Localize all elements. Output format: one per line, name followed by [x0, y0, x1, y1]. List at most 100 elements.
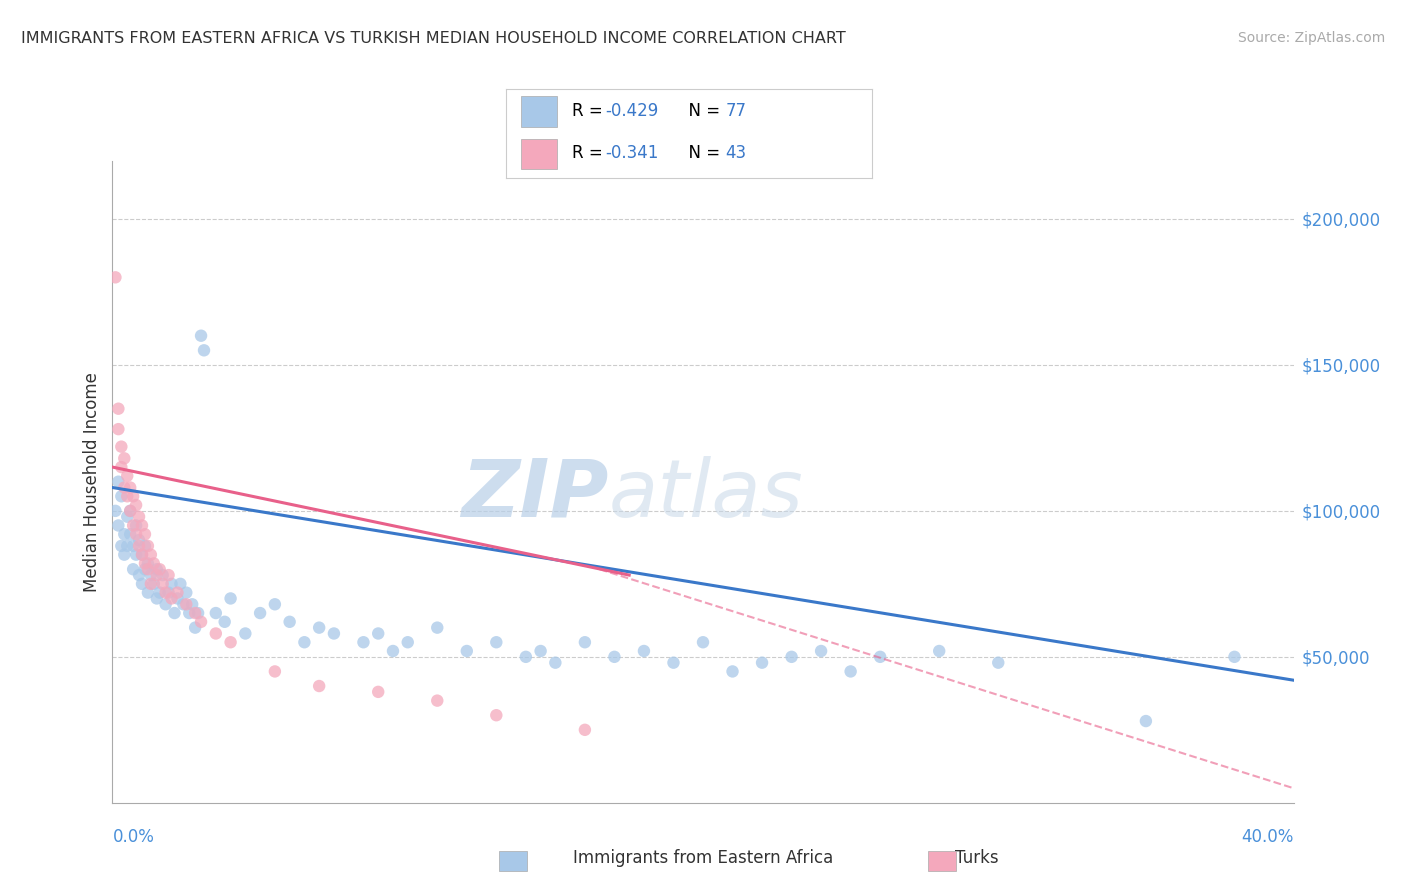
Point: [751, 656, 773, 670]
Point: [139, 568, 162, 582]
Text: R =: R =: [572, 103, 607, 120]
Point: [987, 656, 1010, 670]
Point: [125, 527, 148, 541]
Point: [193, 343, 215, 358]
Point: [181, 597, 204, 611]
Point: [131, 548, 153, 562]
Point: [485, 708, 508, 723]
Point: [125, 518, 148, 533]
Point: [149, 562, 172, 576]
Point: [122, 539, 145, 553]
Point: [131, 518, 153, 533]
Point: [117, 468, 138, 483]
Point: [155, 597, 177, 611]
Point: [839, 665, 862, 679]
Point: [107, 401, 129, 416]
Point: [125, 548, 148, 562]
Point: [117, 509, 138, 524]
Point: [128, 568, 150, 582]
Point: [264, 597, 287, 611]
Text: 0.0%: 0.0%: [112, 829, 155, 847]
Text: -0.341: -0.341: [605, 145, 658, 162]
Point: [131, 577, 153, 591]
Point: [134, 557, 156, 571]
Point: [112, 481, 135, 495]
Point: [1135, 714, 1157, 728]
Point: [292, 635, 315, 649]
Point: [110, 440, 132, 454]
Point: [184, 621, 207, 635]
Point: [721, 665, 744, 679]
Text: 40.0%: 40.0%: [1241, 829, 1294, 847]
Point: [117, 539, 138, 553]
Point: [810, 644, 832, 658]
Point: [426, 621, 449, 635]
Point: [187, 606, 209, 620]
Point: [205, 606, 228, 620]
Point: [120, 504, 142, 518]
Point: [134, 527, 156, 541]
Point: [174, 585, 197, 599]
Point: [117, 489, 138, 503]
Point: [120, 481, 142, 495]
Point: [152, 577, 174, 591]
Point: [122, 562, 145, 576]
Text: Source: ZipAtlas.com: Source: ZipAtlas.com: [1237, 31, 1385, 45]
Point: [134, 539, 156, 553]
Point: [142, 557, 165, 571]
Point: [139, 548, 162, 562]
Point: [128, 539, 150, 553]
Point: [780, 649, 803, 664]
Point: [112, 451, 135, 466]
Point: [219, 591, 242, 606]
Point: [869, 649, 891, 664]
Point: [179, 606, 201, 620]
Point: [574, 723, 596, 737]
Point: [152, 568, 174, 582]
Point: [308, 679, 330, 693]
Text: 43: 43: [725, 145, 747, 162]
Text: N =: N =: [678, 145, 725, 162]
Point: [190, 328, 212, 343]
Point: [136, 557, 159, 571]
Point: [128, 533, 150, 547]
Point: [172, 597, 194, 611]
Point: [104, 504, 127, 518]
Point: [233, 626, 256, 640]
Text: Immigrants from Eastern Africa: Immigrants from Eastern Africa: [572, 849, 834, 867]
Point: [107, 475, 129, 489]
Point: [174, 597, 197, 611]
Text: IMMIGRANTS FROM EASTERN AFRICA VS TURKISH MEDIAN HOUSEHOLD INCOME CORRELATION CH: IMMIGRANTS FROM EASTERN AFRICA VS TURKIS…: [21, 31, 846, 46]
Point: [928, 644, 950, 658]
Point: [122, 489, 145, 503]
Point: [160, 577, 183, 591]
Point: [190, 615, 212, 629]
Point: [104, 270, 127, 285]
Point: [264, 665, 287, 679]
Text: atlas: atlas: [609, 456, 803, 533]
Point: [426, 693, 449, 707]
Point: [112, 527, 135, 541]
Point: [134, 562, 156, 576]
Point: [308, 621, 330, 635]
Point: [184, 606, 207, 620]
Point: [146, 562, 169, 576]
Point: [149, 585, 172, 599]
Point: [110, 460, 132, 475]
Point: [544, 656, 567, 670]
Point: [205, 626, 228, 640]
Point: [692, 635, 714, 649]
Point: [169, 577, 191, 591]
Point: [110, 539, 132, 553]
Point: [155, 585, 177, 599]
Point: [214, 615, 236, 629]
Point: [112, 548, 135, 562]
Point: [633, 644, 655, 658]
Point: [1223, 649, 1246, 664]
Point: [163, 606, 186, 620]
Text: R =: R =: [572, 145, 607, 162]
Point: [249, 606, 271, 620]
Point: [456, 644, 478, 658]
Point: [146, 568, 169, 582]
Point: [136, 562, 159, 576]
